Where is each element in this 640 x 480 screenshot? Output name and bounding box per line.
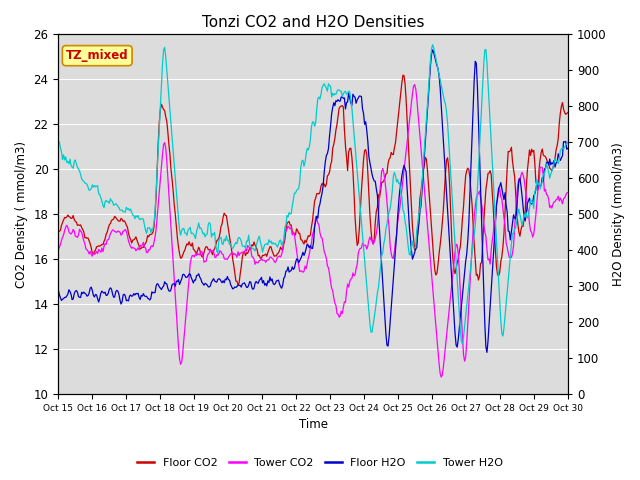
Tower H2O	[364, 296, 372, 301]
Tower CO2	[364, 243, 372, 249]
Tower H2O	[269, 240, 277, 246]
Floor H2O	[54, 287, 62, 292]
Floor CO2	[234, 282, 242, 288]
Tower CO2	[430, 298, 438, 303]
Floor H2O	[213, 279, 221, 285]
Floor H2O	[364, 139, 372, 144]
Floor H2O	[269, 281, 277, 287]
Line: Floor CO2: Floor CO2	[58, 75, 568, 285]
Tower CO2	[411, 82, 419, 87]
Line: Floor H2O: Floor H2O	[58, 50, 568, 352]
Floor CO2	[431, 267, 438, 273]
Tower CO2	[519, 172, 527, 178]
Floor H2O	[564, 145, 572, 151]
Tower H2O	[213, 248, 221, 254]
Floor CO2	[519, 224, 527, 229]
Y-axis label: CO2 Density ( mmol/m3): CO2 Density ( mmol/m3)	[15, 141, 28, 288]
Y-axis label: H2O Density (mmol/m3): H2O Density (mmol/m3)	[612, 142, 625, 286]
Tower CO2	[339, 304, 347, 310]
Tower CO2	[564, 190, 572, 195]
Text: TZ_mixed: TZ_mixed	[66, 49, 129, 62]
Floor H2O	[339, 96, 347, 101]
Legend: Floor CO2, Tower CO2, Floor H2O, Tower H2O: Floor CO2, Tower CO2, Floor H2O, Tower H…	[133, 453, 507, 472]
Tower H2O	[519, 218, 527, 224]
Floor CO2	[399, 72, 407, 78]
Line: Tower H2O: Tower H2O	[58, 45, 568, 344]
Tower H2O	[564, 139, 572, 145]
Floor H2O	[519, 204, 527, 210]
Tower CO2	[437, 374, 445, 380]
Floor CO2	[54, 229, 62, 235]
Floor H2O	[483, 349, 491, 355]
Floor CO2	[340, 127, 348, 132]
Tower H2O	[429, 42, 436, 48]
Line: Tower CO2: Tower CO2	[58, 84, 568, 377]
Floor CO2	[564, 110, 572, 116]
Floor H2O	[429, 47, 436, 53]
Tower H2O	[54, 141, 62, 146]
Floor CO2	[213, 238, 221, 244]
Tower CO2	[269, 256, 277, 262]
Tower CO2	[54, 247, 62, 253]
Floor H2O	[430, 50, 438, 56]
Tower H2O	[430, 45, 438, 51]
Title: Tonzi CO2 and H2O Densities: Tonzi CO2 and H2O Densities	[202, 15, 424, 30]
Tower CO2	[213, 252, 221, 258]
Floor CO2	[365, 191, 372, 196]
Tower H2O	[459, 341, 467, 347]
Tower H2O	[339, 91, 347, 97]
X-axis label: Time: Time	[298, 419, 328, 432]
Floor CO2	[270, 253, 278, 259]
